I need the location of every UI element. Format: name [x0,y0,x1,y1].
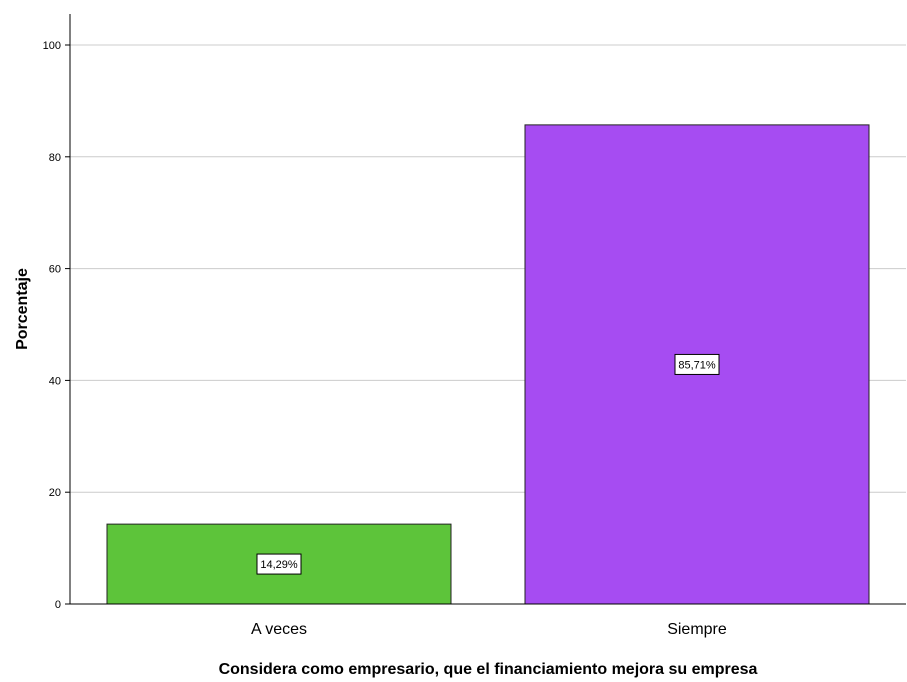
y-tick-label: 100 [43,40,61,52]
y-tick-label: 40 [49,375,61,387]
data-labels: 14,29% 85,71% [256,353,720,575]
y-tick-labels: 0 20 40 60 80 100 [43,40,70,611]
data-label-box [256,553,302,575]
data-label-box [674,353,720,375]
x-axis-title: Considera como empresario, que el financ… [219,661,758,678]
x-category-label: A veces [251,621,307,638]
bars [106,124,870,605]
data-label: 85,71% [678,359,716,371]
y-tick-label: 0 [55,599,61,611]
x-category-label: Siempre [667,621,727,638]
y-tick-label: 20 [49,487,61,499]
y-axis-title: Porcentaje [14,268,31,350]
y-tick-label: 60 [49,264,61,276]
y-tick-label: 80 [49,152,61,164]
x-category-labels: A veces Siempre [251,621,727,638]
data-label: 14,29% [260,559,298,571]
